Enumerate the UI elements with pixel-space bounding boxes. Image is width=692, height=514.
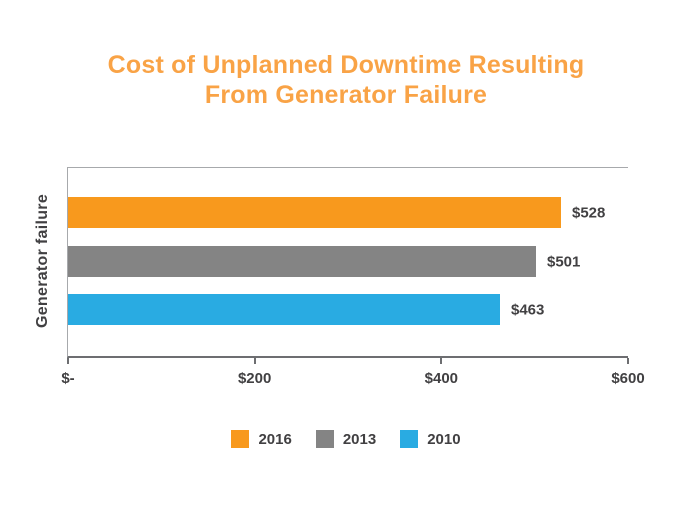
- bar-value-2016: $528: [572, 204, 606, 221]
- x-axis-tick-label-0: $-: [61, 370, 75, 387]
- legend-label-2010: 2010: [427, 430, 461, 448]
- x-axis-tick-400: [440, 358, 443, 364]
- y-axis-label-text: Generator failure: [34, 193, 51, 329]
- legend-swatch-2013: [315, 430, 334, 448]
- bar-value-2010: $463: [511, 301, 545, 318]
- x-axis-tick-label-600: $600: [611, 370, 645, 387]
- legend-item-2010: 2010: [400, 430, 461, 448]
- chart-title: Cost of Unplanned Downtime Resulting Fro…: [0, 50, 692, 110]
- bar-2010: [68, 294, 500, 325]
- legend-label-2016: 2016: [258, 430, 292, 448]
- x-axis-tick-0: [67, 358, 69, 364]
- legend-swatch-2010: [400, 430, 419, 448]
- y-axis-label: Generator failure: [30, 167, 56, 355]
- x-axis-tick-label-200: $200: [237, 370, 272, 387]
- bar-value-2013: $501: [547, 253, 581, 270]
- bar-2016: [68, 197, 561, 228]
- legend-item-2016: 2016: [231, 430, 292, 448]
- legend: 2016 2013 2010: [0, 430, 692, 448]
- bar-2013: [68, 246, 536, 277]
- chart-title-line1: Cost of Unplanned Downtime Resulting: [107, 51, 585, 79]
- chart-title-line2: From Generator Failure: [204, 81, 488, 109]
- legend-label-2013: 2013: [342, 430, 377, 448]
- legend-swatch-2016: [231, 430, 250, 448]
- x-axis-tick-label-400: $400: [424, 370, 459, 387]
- x-axis-tick-200: [253, 358, 256, 364]
- plot-area: $528 $501 $463 $- $200 $400 $600: [61, 167, 645, 387]
- x-axis-tick-600: [627, 358, 629, 364]
- legend-item-2013: 2013: [315, 430, 377, 448]
